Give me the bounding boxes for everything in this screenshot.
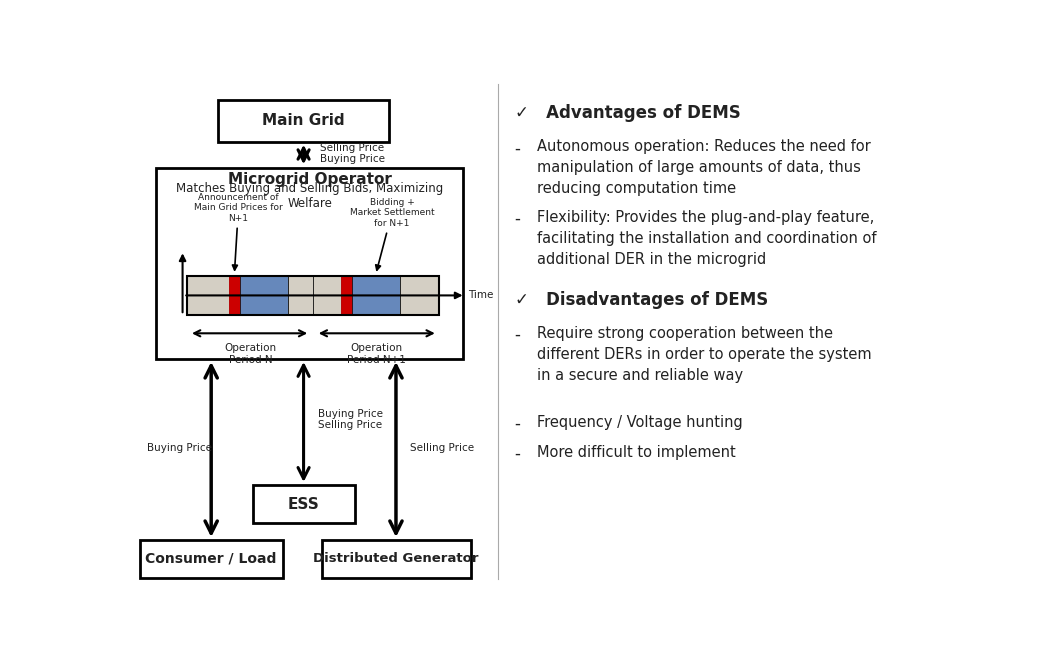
FancyBboxPatch shape	[253, 485, 356, 523]
Text: Frequency / Voltage hunting: Frequency / Voltage hunting	[537, 415, 743, 430]
Text: -: -	[515, 139, 520, 157]
Text: -: -	[515, 326, 520, 344]
Text: Consumer / Load: Consumer / Load	[146, 552, 276, 565]
FancyBboxPatch shape	[400, 276, 439, 315]
Text: ✓   Disadvantages of DEMS: ✓ Disadvantages of DEMS	[515, 291, 768, 309]
Text: -: -	[515, 210, 520, 228]
Text: Flexibility: Provides the plug-and-play feature,
facilitating the installation a: Flexibility: Provides the plug-and-play …	[537, 210, 877, 267]
Text: -: -	[515, 445, 520, 463]
Text: Selling Price
Buying Price: Selling Price Buying Price	[320, 142, 385, 164]
FancyBboxPatch shape	[313, 276, 341, 315]
Text: ESS: ESS	[288, 497, 320, 512]
FancyBboxPatch shape	[351, 276, 400, 315]
Text: Buying Price: Buying Price	[147, 443, 212, 453]
FancyBboxPatch shape	[140, 540, 283, 578]
Text: Matches Buying and Selling Bids, Maximizing
Welfare: Matches Buying and Selling Bids, Maximiz…	[176, 182, 444, 210]
FancyBboxPatch shape	[288, 276, 313, 315]
Text: -: -	[515, 415, 520, 432]
Text: ✓   Advantages of DEMS: ✓ Advantages of DEMS	[515, 104, 741, 122]
Text: Operation
Period N: Operation Period N	[225, 343, 276, 365]
Text: Time: Time	[468, 291, 494, 300]
Text: Main Grid: Main Grid	[263, 113, 345, 128]
Text: Distributed Generator: Distributed Generator	[313, 552, 479, 565]
Text: Microgrid Operator: Microgrid Operator	[228, 173, 392, 187]
Text: Selling Price: Selling Price	[409, 443, 474, 453]
Text: Require strong cooperation between the
different DERs in order to operate the sy: Require strong cooperation between the d…	[537, 326, 872, 383]
FancyBboxPatch shape	[188, 276, 229, 315]
FancyBboxPatch shape	[322, 540, 472, 578]
FancyBboxPatch shape	[156, 168, 463, 359]
Text: More difficult to implement: More difficult to implement	[537, 445, 736, 460]
Text: Autonomous operation: Reduces the need for
manipulation of large amounts of data: Autonomous operation: Reduces the need f…	[537, 139, 871, 196]
Text: Buying Price
Selling Price: Buying Price Selling Price	[319, 409, 383, 430]
Text: Bidding +
Market Settlement
for N+1: Bidding + Market Settlement for N+1	[349, 198, 435, 270]
Text: Operation
Period N+1: Operation Period N+1	[347, 343, 406, 365]
FancyBboxPatch shape	[239, 276, 288, 315]
Text: Announcement of
Main Grid Prices for
N+1: Announcement of Main Grid Prices for N+1	[194, 193, 283, 270]
FancyBboxPatch shape	[229, 276, 239, 315]
FancyBboxPatch shape	[341, 276, 351, 315]
FancyBboxPatch shape	[217, 100, 389, 142]
